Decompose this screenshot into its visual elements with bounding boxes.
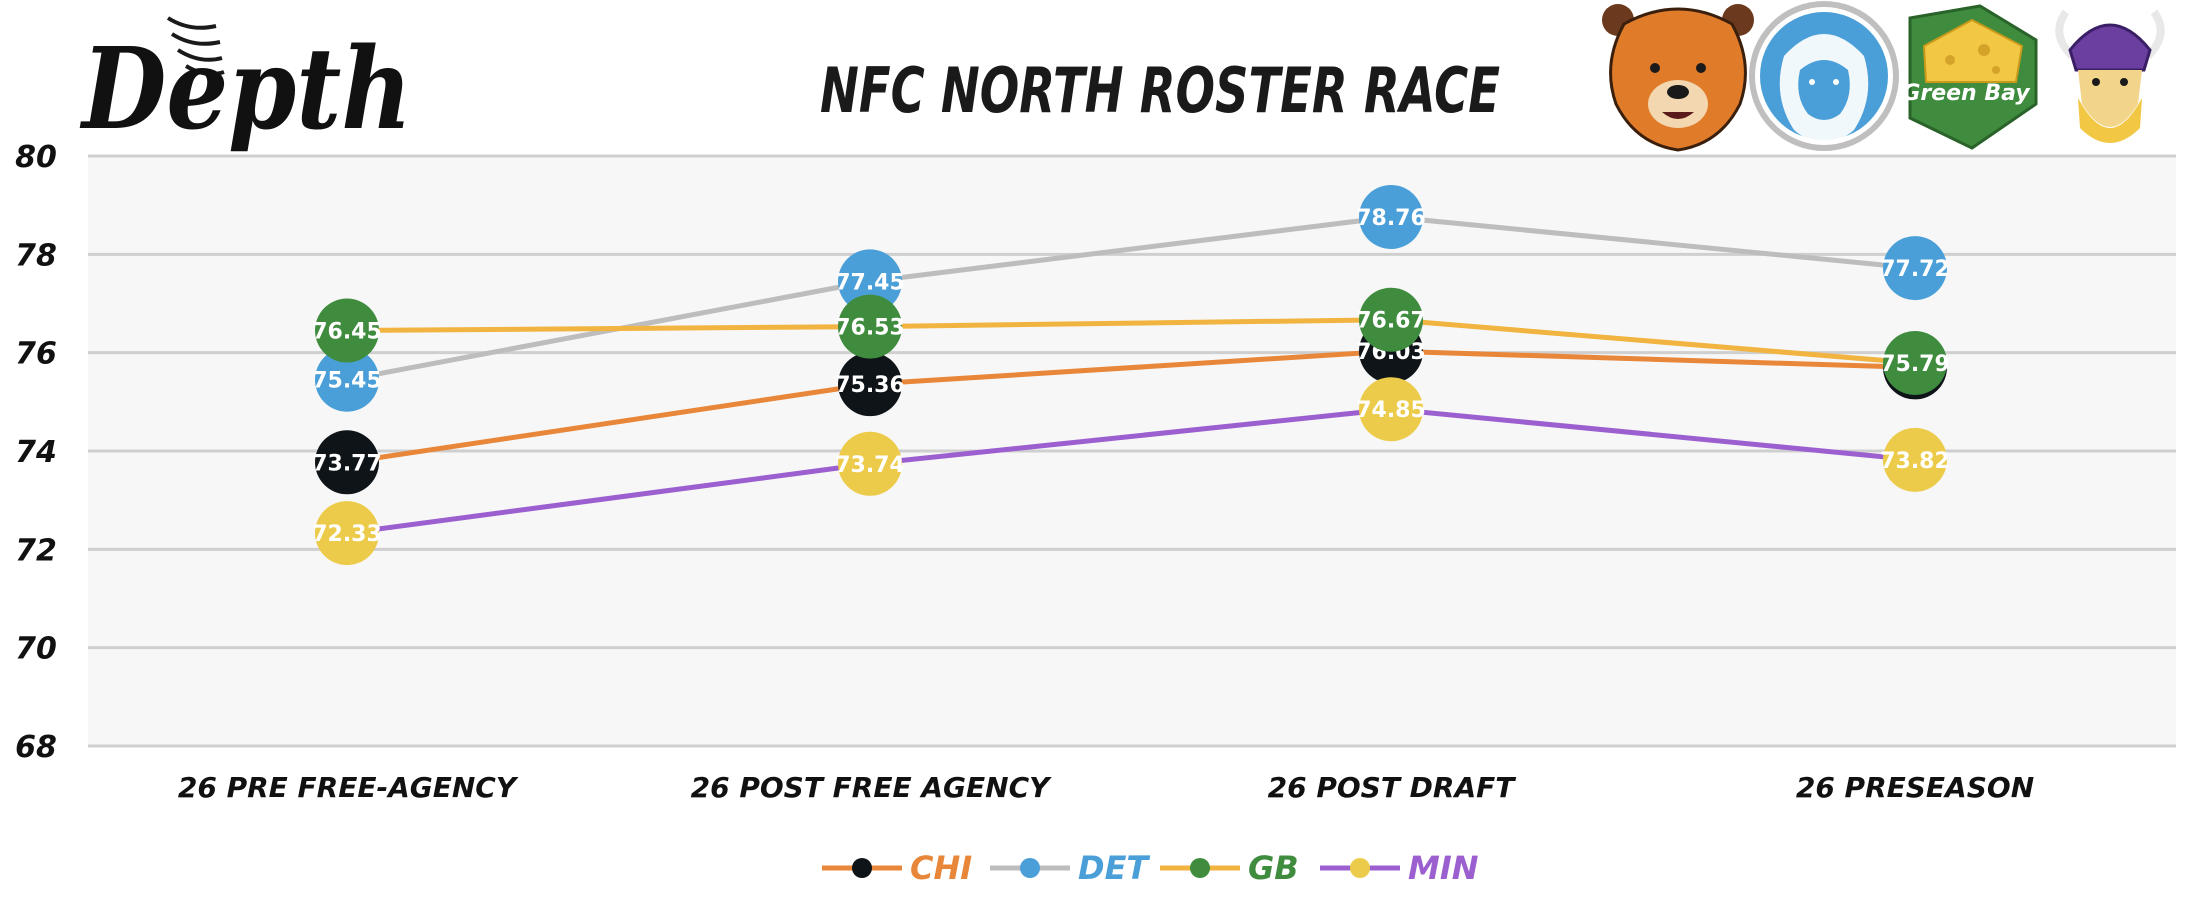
legend-marker-det <box>1020 858 1040 878</box>
data-point-det <box>1883 236 1947 301</box>
baseball-stitch-icon <box>166 16 225 76</box>
y-tick-label: 80 <box>15 140 57 175</box>
lion-head-icon <box>1749 1 1899 151</box>
viking-head-icon <box>2055 9 2165 143</box>
data-label-min: 72.33 <box>312 522 382 547</box>
data-point-min <box>1359 377 1423 442</box>
data-point-gb <box>1883 330 1947 395</box>
legend-label-chi: CHI <box>910 849 972 887</box>
data-label-gb: 76.45 <box>312 320 382 345</box>
data-point-det <box>1359 184 1423 249</box>
data-label-gb: 76.67 <box>1356 309 1426 334</box>
x-category-label: 26 POST FREE AGENCY <box>691 771 1053 804</box>
y-tick-label: 72 <box>15 533 57 568</box>
cheese-badge-icon: Green Bay <box>1902 4 2038 150</box>
data-point-min <box>315 501 379 566</box>
data-label-min: 74.85 <box>1356 398 1426 423</box>
data-label-det: 75.45 <box>312 369 382 394</box>
data-point-det <box>838 249 902 314</box>
y-tick-label: 74 <box>15 435 57 470</box>
data-label-chi: 75.36 <box>835 373 905 398</box>
data-label-min: 73.82 <box>1880 449 1950 474</box>
data-label-det: 77.72 <box>1880 257 1950 282</box>
legend-label-gb: GB <box>1248 849 1299 887</box>
green-bay-badge-text: Green Bay <box>1902 81 2031 106</box>
data-point-det <box>315 347 379 412</box>
data-point-min <box>838 431 902 496</box>
depth-logo: Depth <box>79 16 412 155</box>
chart-title: NFC NORTH ROSTER RACE <box>820 54 1500 127</box>
series-line-chi <box>346 348 1916 465</box>
y-tick-label: 76 <box>15 337 57 372</box>
data-point-min <box>1883 427 1947 492</box>
brand-logo-text: Depth <box>79 24 412 155</box>
data-label-min: 73.74 <box>835 453 905 478</box>
legend-label-min: MIN <box>1408 849 1479 887</box>
bear-head-icon <box>1602 4 1754 152</box>
x-category-label: 26 POST DRAFT <box>1268 771 1517 804</box>
series-line-min <box>346 406 1916 536</box>
series-line-gb <box>346 317 1916 366</box>
y-tick-label: 78 <box>15 238 57 273</box>
data-point-chi <box>838 352 902 417</box>
x-category-label: 26 PRE FREE-AGENCY <box>178 771 519 804</box>
x-category-label: 26 PRESEASON <box>1796 771 2034 804</box>
legend-marker-gb <box>1190 858 1210 878</box>
data-label-det: 77.45 <box>835 270 905 295</box>
data-label-gb: 75.79 <box>1880 352 1950 377</box>
legend-marker-chi <box>852 858 872 878</box>
legend: CHI DET GB MIN <box>822 849 1479 887</box>
plot-area: 80 78 76 74 72 70 68 26 PRE FREE-AGENCY 26 POST … <box>15 140 2176 804</box>
data-point-gb <box>315 298 379 363</box>
y-tick-label: 70 <box>15 632 57 667</box>
data-label-gb: 76.53 <box>835 316 905 341</box>
data-label-chi: 73.77 <box>312 451 382 476</box>
legend-marker-min <box>1350 858 1370 878</box>
legend-label-det: DET <box>1078 849 1150 887</box>
y-tick-label: 68 <box>15 730 57 765</box>
team-logos: Green Bay <box>1602 1 2165 152</box>
data-point-chi <box>315 430 379 495</box>
data-label-det: 78.76 <box>1356 206 1426 231</box>
data-point-gb <box>838 294 902 359</box>
data-point-gb <box>1359 287 1423 352</box>
